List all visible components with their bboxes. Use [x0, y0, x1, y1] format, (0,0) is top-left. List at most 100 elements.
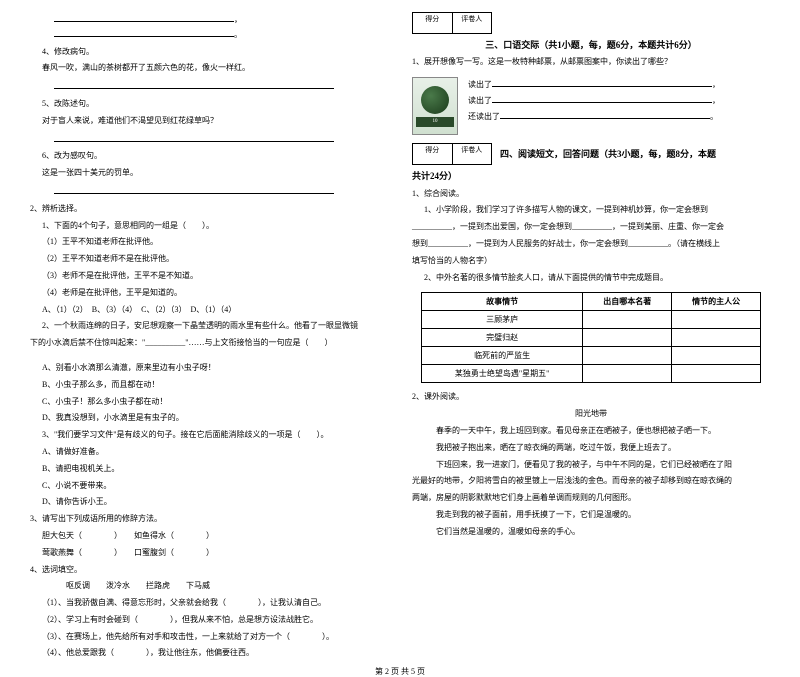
s2-q3-c: C、小说不要带来。 [30, 480, 388, 493]
s2-q1: 1、下面的4个句子，意思相同的一组是（ ）。 [30, 220, 388, 233]
q5-text: 对于盲人来说，难道他们不渴望见到红花绿草吗？ [30, 115, 388, 128]
sec4-p1c: 想到__________，一提到为人民服务的好战士，你一定会想到________… [412, 238, 770, 251]
section4-sub: 共计24分） [412, 169, 770, 183]
story-p7: 它们当然是温暖的，温暖如母亲的手心。 [412, 526, 770, 539]
stamp-row: 10 读出了， 读出了， 还读出了。 [412, 77, 770, 135]
story-p1: 春季的一天中午，我上班回到家。看见母亲正在晒被子，便也想把被子晒一下。 [412, 425, 770, 438]
s2-q1-c: （3）老师不是在批评他，王平不是不知道。 [30, 270, 388, 283]
section3-title: 三、口语交际（共1小题，每，题6分，本题共计6分） [412, 38, 770, 52]
sec3-q1: 1、展开想像写一写。这是一枚特种邮票，从邮票图案中，你读出了哪些？ [412, 56, 770, 69]
s4-3: （3）、在赛场上，他先给所有对手和攻击性，一上来就给了对方一个（ ）。 [30, 631, 388, 644]
table-row: 某独勇士绝望岛遇"星期五" [421, 365, 760, 383]
s2-q1-opt: A、（1）（2） B、（3）（4） C、（2）（3） D、（1）（4） [30, 304, 388, 317]
readout-label: 读出了 [468, 79, 492, 90]
section3-header: 得分 评卷人 [412, 12, 770, 34]
s2-title: 2、辨析选择。 [30, 203, 388, 216]
story-table: 故事情节 出自哪本名著 情节的主人公 三顾茅庐 完璧归赵 临死前的严监生 某独勇… [421, 292, 761, 383]
readout-lines: 读出了， 读出了， 还读出了。 [468, 77, 770, 135]
score-box: 得分 评卷人 [412, 143, 492, 165]
readout-3: 还读出了。 [468, 109, 770, 122]
globe-icon [421, 86, 449, 114]
s4-2: （2）、学习上有时会碰到（ ），但我从来不怕，总是想方设法战胜它。 [30, 614, 388, 627]
section4-header: 得分 评卷人 四、阅读短文，回答问题（共3小题，每，题8分，本题 [412, 143, 770, 165]
s2-q3: 3、"我们要学习文件"是有歧义的句子。接在它后面能消除歧义的一项是（ ）。 [30, 429, 388, 442]
readout-label: 读出了 [468, 95, 492, 106]
s2-q3-d: D、请你告诉小王。 [30, 496, 388, 509]
right-column: 得分 评卷人 三、口语交际（共1小题，每，题6分，本题共计6分） 1、展开想像写… [412, 12, 770, 660]
score-box: 得分 评卷人 [412, 12, 492, 34]
story-title: 阳光地带 [412, 408, 770, 421]
score-label: 得分 [413, 144, 453, 164]
s3-title: 3、请写出下列成语所用的修辞方法。 [30, 513, 388, 526]
table-cell: 完璧归赵 [421, 329, 582, 347]
table-cell [672, 347, 761, 365]
table-cell [672, 311, 761, 329]
stamp-image: 10 [412, 77, 458, 135]
left-column: ，。 4、修改病句。 春风一吹，满山的茶树都开了五颜六色的花，像火一样红。 5、… [30, 12, 388, 660]
story-p2: 我把被子抱出来，晒在了晾衣绳的两端，吃过午饭，我便上班去了。 [412, 442, 770, 455]
spacer [30, 354, 388, 358]
sec4-p1a: 1、小学阶段，我们学习了许多描写人物的课文，一提到神机妙算，你一定会想到 [412, 204, 770, 217]
s2-q2-a: A、别看小水滴那么清澈，原来里边有小虫子呀！ [30, 362, 388, 375]
score-label: 得分 [413, 13, 453, 33]
table-header: 出自哪本名著 [583, 293, 672, 311]
s2-q2-b: B、小虫子那么多，而且都在动！ [30, 379, 388, 392]
table-header-row: 故事情节 出自哪本名著 情节的主人公 [421, 293, 760, 311]
table-cell: 某独勇士绝望岛遇"星期五" [421, 365, 582, 383]
s4-words: 呕反调 泼冷水 拦路虎 下马威 [30, 580, 388, 593]
s4-4: （4）、他总爱跟我（ ），我让他往东，他偏要往西。 [30, 647, 388, 660]
table-cell: 临死前的严监生 [421, 347, 582, 365]
readout-label: 还读出了 [468, 111, 500, 122]
s4-1: （1）、当我骄傲自满、得意忘形时，父亲就会给我（ ），让我认清自己。 [30, 597, 388, 610]
grader-label: 评卷人 [453, 13, 492, 33]
table-row: 三顾茅庐 [421, 311, 760, 329]
s2-q2b: 下的小水滴后禁不住惊叫起来："__________"……与上文衔接恰当的一句应是… [30, 337, 388, 350]
story-p6: 我走到我的被子面前，用手抚摸了一下，它们是温暖的。 [412, 509, 770, 522]
table-cell [583, 347, 672, 365]
q6-text: 这是一张四十美元的罚单。 [30, 167, 388, 180]
s2-q3-b: B、请把电视机关上。 [30, 463, 388, 476]
sec4-q1: 1、综合阅读。 [412, 188, 770, 201]
table-header: 故事情节 [421, 293, 582, 311]
s2-q1-d: （4）老师是在批评他，王平是知道的。 [30, 287, 388, 300]
s2-q1-a: （1）王平不知道老师在批评他。 [30, 236, 388, 249]
sec4-p1b: __________，一提到杰出爱国，你一定会想到__________，一提到美… [412, 221, 770, 234]
story-p3: 下班回来，我一进家门，便看见了我的被子，与中午不同的是，它们已经被晒在了阳 [412, 459, 770, 472]
q6-answer [30, 184, 388, 199]
grader-label: 评卷人 [453, 144, 492, 164]
page-container: ，。 4、修改病句。 春风一吹，满山的茶树都开了五颜六色的花，像火一样红。 5、… [30, 12, 770, 660]
table-cell: 三顾茅庐 [421, 311, 582, 329]
q4-answer [30, 79, 388, 94]
table-cell [672, 329, 761, 347]
q5-answer [30, 132, 388, 147]
section4-title: 四、阅读短文，回答问题（共3小题，每，题8分，本题 [500, 143, 770, 160]
table-row: 临死前的严监生 [421, 347, 760, 365]
readout-1: 读出了， [468, 77, 770, 90]
table-cell [583, 365, 672, 383]
table-cell [672, 365, 761, 383]
s2-q2-c: C、小虫子！那么多小虫子都在动！ [30, 396, 388, 409]
readout-2: 读出了， [468, 93, 770, 106]
stamp-value: 10 [416, 117, 454, 127]
s2-q1-b: （2）王平不知道老师不是在批评他。 [30, 253, 388, 266]
sec4-p2: 2、中外名著的很多情节脍炙人口，请从下面提供的情节中完成题目。 [412, 272, 770, 285]
story-p5: 两端，房屋的阴影默默地它们身上画着单调而规则的几何图形。 [412, 492, 770, 505]
q4-title: 4、修改病句。 [30, 46, 388, 59]
q4-text: 春风一吹，满山的茶树都开了五颜六色的花，像火一样红。 [30, 62, 388, 75]
q6-title: 6、改为感叹句。 [30, 150, 388, 163]
story-p4: 光最好的地带，夕阳将雪白的被里镀上一层浅浅的金色。而母亲的被子却移到晾在晾衣绳的 [412, 475, 770, 488]
table-row: 完璧归赵 [421, 329, 760, 347]
blank-underline-row: ，。 [30, 12, 388, 42]
table-cell [583, 311, 672, 329]
s3-line2: 莺歌燕舞（ ） 口蜜腹剑（ ） [30, 547, 388, 560]
s2-q2-d: D、我真没想到，小水滴里是有虫子的。 [30, 412, 388, 425]
page-footer: 第 2 页 共 5 页 [30, 660, 770, 677]
sec4-q2: 2、课外阅读。 [412, 391, 770, 404]
s2-q3-a: A、请做好准备。 [30, 446, 388, 459]
s2-q2a: 2、一个秋雨连绵的日子，安尼想观察一下晶莹透明的雨水里有些什么。他看了一眼显微镜 [30, 320, 388, 333]
s3-line1: 胆大包天（ ） 如鱼得水（ ） [30, 530, 388, 543]
sec4-p1d: 填写恰当的人物名字） [412, 255, 770, 268]
q5-title: 5、改陈述句。 [30, 98, 388, 111]
s4-title: 4、选词填空。 [30, 564, 388, 577]
table-cell [583, 329, 672, 347]
